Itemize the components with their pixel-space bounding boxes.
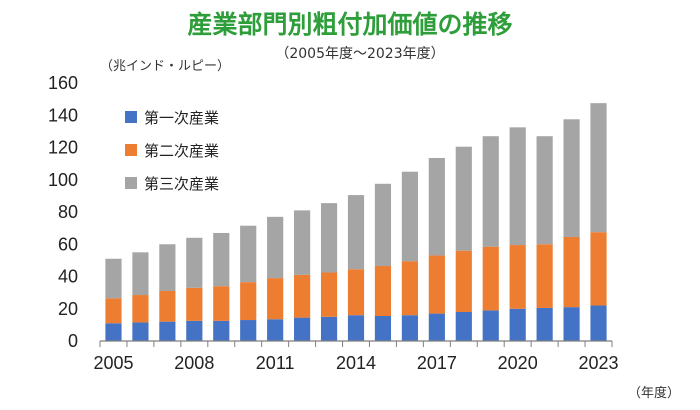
bar-segment-series2 [186,287,203,321]
bar-segment-series1 [159,321,176,341]
bar-segment-series3 [590,103,607,233]
bar-segment-series2 [159,291,176,322]
bar-segment-series2 [267,278,284,320]
bar-segment-series2 [428,255,445,314]
bar-segment-series2 [294,274,311,318]
bar-segment-series3 [105,258,122,299]
legend-swatch [125,177,137,189]
bar-segment-series1 [455,311,472,341]
bar-segment-series2 [455,250,472,312]
bar-segment-series2 [374,266,392,317]
chart-subtitle: （2005年度～2023年度） [275,46,444,62]
legend-label: 第三次産業 [144,175,219,193]
bar-segment-series3 [482,136,499,247]
legend-swatch [125,111,137,123]
bar-segment-series2 [509,245,526,309]
y-tick-label: 100 [48,170,78,190]
bar-segment-series1 [186,320,203,341]
y-tick-label: 140 [48,105,78,125]
legend-swatch [125,144,137,156]
bar-segment-series3 [186,237,203,288]
y-tick-label: 160 [48,73,78,93]
bar-segment-series1 [401,315,418,341]
bar-segment-series3 [213,232,230,287]
bar-segment-series3 [294,210,311,275]
bar-segment-series1 [563,307,580,341]
y-axis-unit: （兆インド・ルピー） [100,59,230,74]
x-tick-label: 2014 [336,353,376,373]
bar-segment-series2 [320,272,338,317]
x-tick-label: 2023 [579,353,619,373]
legend-label: 第二次産業 [144,142,219,160]
bar-segment-series1 [536,307,553,341]
bar-segment-series1 [240,320,257,341]
bar-segment-series3 [159,244,176,292]
bar-segment-series2 [590,232,607,306]
bar-segment-series2 [240,282,257,321]
bar-segment-series3 [240,225,257,283]
bar-segment-series1 [105,323,122,341]
bar-segment-series1 [267,319,284,341]
bar-segment-series2 [401,261,418,316]
x-axis-ticks: 2005 2008 2011 2014 2017 2020 2023 [93,341,619,373]
y-tick-label: 40 [58,267,78,287]
x-tick-label: 2020 [498,353,538,373]
bar-segment-series1 [294,317,311,341]
bar-segment-series3 [455,146,472,251]
bar-segment-series1 [213,320,230,341]
bar-segment-series1 [132,322,149,341]
x-axis-unit: （年度） [628,385,680,401]
y-tick-label: 120 [48,138,78,158]
y-tick-label: 60 [58,234,78,254]
bar-segment-series3 [509,127,526,246]
bar-segment-series2 [482,246,499,311]
x-tick-label: 2011 [256,353,295,373]
bar-segment-series3 [536,136,553,245]
y-tick-label: 80 [58,202,78,222]
bar-segment-series1 [374,316,392,341]
bar-segment-series2 [105,298,122,324]
x-tick-label: 2017 [417,353,457,373]
legend-label: 第一次産業 [144,109,219,127]
bar-segment-series3 [428,157,445,256]
bar-segment-series3 [132,252,149,296]
bar-segment-series3 [320,203,338,273]
bar-segment-series3 [563,119,580,237]
y-axis-ticks: 0 20 40 60 80 100 120 140 160 [48,73,78,351]
bar-segment-series1 [428,313,445,341]
bar-segment-series3 [347,195,365,270]
bar-segment-series1 [482,310,499,341]
bar-segment-series2 [132,295,149,323]
bar-segment-series1 [509,308,526,341]
bar-segment-series2 [563,236,580,308]
bars [105,103,607,341]
bar-segment-series2 [213,286,230,321]
x-tick-label: 2008 [174,353,214,373]
bar-segment-series3 [267,216,284,279]
bar-segment-series2 [536,244,553,308]
bar-segment-series3 [374,183,392,267]
bar-segment-series1 [590,305,607,341]
chart-title: 産業部門別粗付加価値の推移 [187,10,512,39]
bar-segment-series1 [320,316,338,341]
bar-segment-series3 [401,171,418,262]
bar-segment-series1 [347,315,365,341]
y-tick-label: 0 [68,331,78,351]
y-tick-label: 20 [58,299,78,319]
x-tick-label: 2005 [93,353,133,373]
bar-segment-series2 [347,269,365,316]
